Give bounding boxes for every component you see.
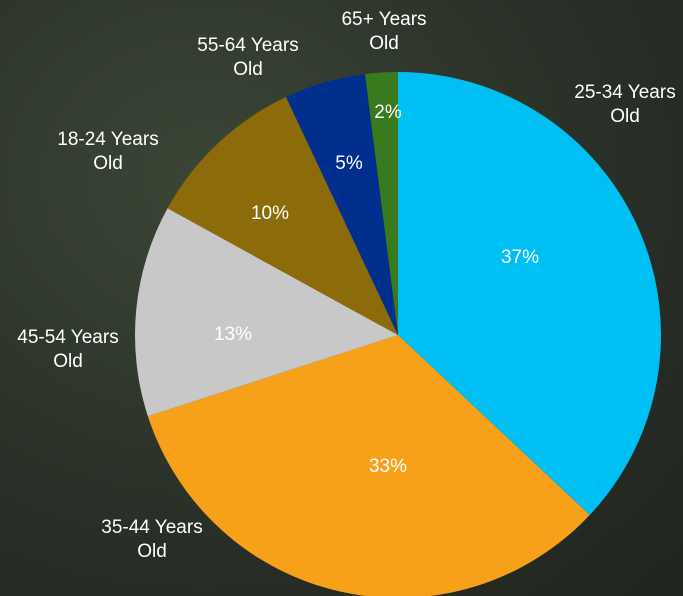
category-label: 55-64 Years Old xyxy=(190,34,306,82)
category-label: 25-34 Years Old xyxy=(567,81,683,129)
category-label: 45-54 Years Old xyxy=(10,326,126,374)
chart: 37% 33% 13% 10% 5% 2% 25-34 Years Old 35-44 Ye… xyxy=(0,0,683,596)
value-label: 13% xyxy=(214,324,252,345)
value-label: 37% xyxy=(501,247,539,268)
category-label: 18-24 Years Old xyxy=(50,128,166,176)
value-label: 10% xyxy=(251,203,289,224)
category-label: 35-44 Years Old xyxy=(94,516,210,564)
category-label: 65+ Years Old xyxy=(326,8,442,56)
value-label: 2% xyxy=(374,102,402,123)
value-label: 5% xyxy=(335,153,363,174)
value-label: 33% xyxy=(369,456,407,477)
